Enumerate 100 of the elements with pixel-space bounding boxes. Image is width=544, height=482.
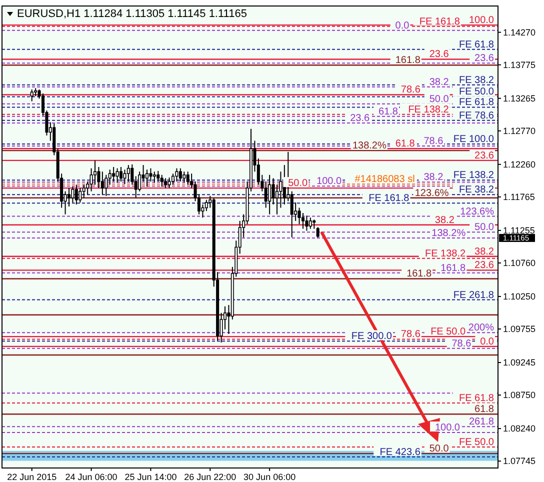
annotation: FE 61.8 <box>458 97 494 108</box>
annotation: 123.6% <box>460 206 494 218</box>
candlestick <box>204 199 208 212</box>
candlestick <box>305 215 308 232</box>
annotation: 261.8 <box>468 416 494 428</box>
candlestick <box>268 174 272 215</box>
candlestick <box>290 190 294 238</box>
y-tick-label: 1.09755 <box>503 324 536 334</box>
annotation: 138.2% <box>352 140 387 152</box>
annotation: 38.2 <box>429 76 450 88</box>
candlestick <box>186 171 190 186</box>
annotation: 23.6 <box>429 49 450 60</box>
candlestick <box>264 180 268 208</box>
y-tick-label: 1.08240 <box>503 424 536 434</box>
annotation: FE 50.0 <box>430 326 466 338</box>
annotation: 61.8 <box>378 106 398 118</box>
y-tick-label: 1.13775 <box>503 60 536 70</box>
chart-title: EURUSD,H1 1.11284 1.11305 1.11145 1.11165 <box>17 8 247 20</box>
annotation: 23.6 <box>474 260 494 272</box>
annotation: FE 100.0 <box>453 134 494 146</box>
annotation: 200% <box>468 322 494 334</box>
candlestick <box>78 188 82 203</box>
candlestick <box>100 171 104 196</box>
annotation: 23.6 <box>350 112 370 124</box>
candlestick <box>298 207 301 225</box>
annotation: 38.2 <box>424 172 444 184</box>
candlestick <box>74 184 78 205</box>
candlestick <box>116 168 119 184</box>
annotation: 0.0 <box>480 336 494 348</box>
candlestick <box>112 166 116 182</box>
candlestick <box>316 226 320 238</box>
candlestick <box>104 174 108 196</box>
annotation: 100.0 <box>468 15 494 26</box>
candlestick <box>152 171 156 184</box>
y-tick-label: 1.12260 <box>503 159 536 170</box>
y-tick-label: 1.10760 <box>503 258 536 268</box>
annotation: FE 61.8 <box>458 39 494 50</box>
candlestick <box>156 170 160 182</box>
candlestick <box>168 177 171 189</box>
annotation: FE 138.2 <box>408 104 450 116</box>
annotation: 23.6 <box>474 53 494 64</box>
candlestick <box>119 166 123 182</box>
candlestick <box>71 186 74 203</box>
x-tick-label: 22 Jun 2015 <box>7 472 57 482</box>
annotation: FE 61.8 <box>458 392 494 404</box>
candlestick <box>164 178 168 189</box>
y-tick-label: 1.09245 <box>503 358 536 368</box>
x-tick-label: 25 Jun 14:00 <box>124 472 177 482</box>
candlestick <box>108 169 112 186</box>
annotation: FE 50.0 <box>458 86 494 98</box>
y-tick-label: 1.14270 <box>503 27 536 38</box>
annotation: 38.2 <box>474 246 494 258</box>
y-tick-label: 1.07745 <box>503 456 536 466</box>
annotation: 0.0 <box>395 20 410 32</box>
annotation: FE 78.6 <box>458 110 494 122</box>
candlestick <box>123 169 126 185</box>
annotation: 78.6 <box>424 136 444 147</box>
annotation: FE 38.2 <box>458 184 494 196</box>
annotation: 50.0 <box>288 178 308 190</box>
annotation: FE 50.0 <box>458 436 494 448</box>
annotation: 161.8 <box>406 268 432 280</box>
y-tick-label: 1.08750 <box>503 390 536 400</box>
y-tick-label: 1.11765 <box>503 192 535 202</box>
annotation: 38.2 <box>434 214 455 226</box>
candlestick <box>67 188 71 207</box>
annotation: 50.0 <box>474 222 494 234</box>
annotation: FE 423.6 <box>380 446 421 458</box>
candlestick <box>149 168 152 182</box>
annotation: FE 261.8 <box>453 290 494 301</box>
y-tick-label: 1.10250 <box>503 291 536 302</box>
annotation: FE 161.8 <box>419 16 460 28</box>
candlestick <box>308 217 312 230</box>
annotation: FE 161.8 <box>368 193 410 204</box>
annotation: 161.8 <box>440 262 466 274</box>
annotation: 100.0 <box>434 422 460 434</box>
candlestick <box>145 169 149 188</box>
x-tick-label: 26 Jun 22:00 <box>184 472 236 482</box>
annotation: 23.6 <box>474 150 494 162</box>
y-tick-label: 1.13265 <box>503 93 536 104</box>
candlestick <box>178 168 182 182</box>
candlestick <box>182 171 186 184</box>
annotation: #14186083 sl <box>354 174 415 186</box>
annotation: 138.2% <box>432 228 466 239</box>
x-tick-label: 24 Jun 06:00 <box>65 472 118 482</box>
annotation: 161.8 <box>395 55 421 66</box>
candlestick <box>160 174 164 188</box>
annotation: 61.8 <box>474 404 494 416</box>
annotation: 50.0 <box>429 444 450 455</box>
candlestick <box>312 219 316 230</box>
y-tick-label: 1.12770 <box>503 126 536 136</box>
y-tick-label: 1.11255 <box>503 225 535 236</box>
annotation: 61.8 <box>395 138 416 150</box>
candlestick <box>82 184 86 198</box>
annotation: 78.6 <box>452 338 472 350</box>
candlestick <box>126 164 130 182</box>
annotation: 50.0 <box>429 94 450 105</box>
candlestick <box>175 168 178 182</box>
annotation: 78.6 <box>400 329 421 340</box>
annotation: FE 138.2 <box>425 248 466 260</box>
annotation: FE 38.2 <box>458 74 494 86</box>
